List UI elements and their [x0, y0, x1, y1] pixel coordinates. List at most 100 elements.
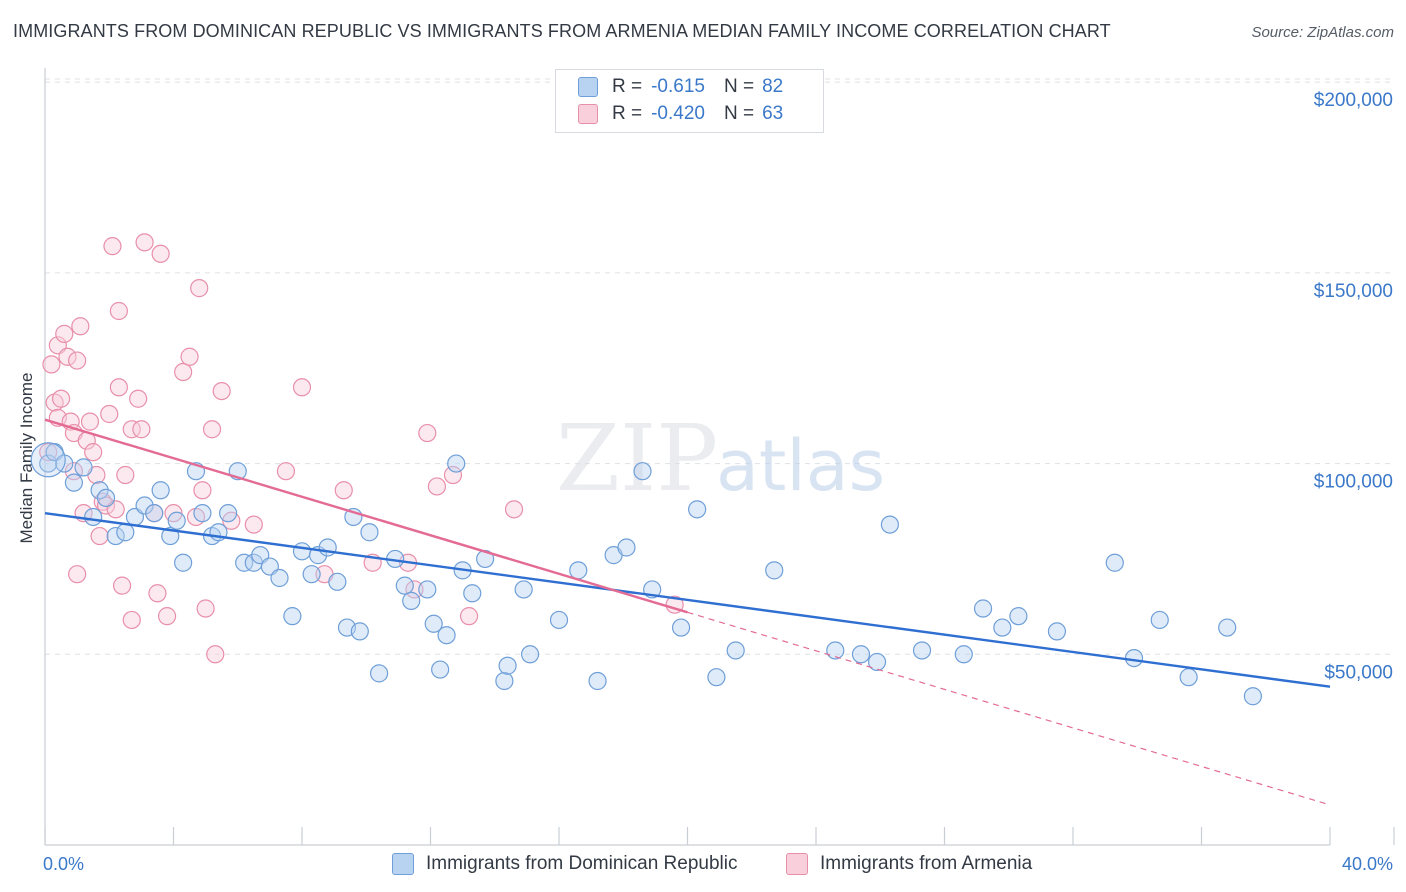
armenia-point	[427, 477, 447, 496]
armenia-point	[418, 423, 437, 443]
armenia-point	[80, 412, 100, 431]
armenia-point	[244, 515, 263, 534]
armenia-point	[206, 645, 225, 664]
dominican-point	[90, 481, 109, 500]
axes	[44, 68, 1395, 846]
dominican-point	[514, 580, 533, 599]
trend-lines	[44, 418, 1331, 806]
armenia-point	[122, 420, 141, 439]
watermark-zip: ZIP	[556, 405, 718, 512]
armenia-point	[96, 496, 116, 515]
dominican-point	[318, 538, 337, 557]
y-tick-label: $150,000	[1314, 281, 1393, 302]
armenia-point	[55, 324, 74, 343]
armenia-point	[193, 481, 212, 500]
dominican-point	[370, 664, 389, 683]
armenia-point	[292, 378, 312, 397]
dominican-point	[30, 442, 66, 478]
armenia-trend-line	[44, 418, 688, 614]
legend-r-value: -0.420	[651, 103, 705, 124]
bottom-legend-label-dominican: Immigrants from Dominican Republic	[426, 853, 738, 874]
armenia-trend-extension	[687, 611, 1331, 806]
armenia-point	[71, 317, 90, 336]
dominican-point	[424, 614, 443, 633]
dominican-point	[1150, 610, 1169, 630]
armenia-point	[504, 500, 524, 519]
dominican-point	[549, 610, 569, 630]
armenia-point	[405, 580, 424, 599]
dominican-point	[219, 504, 238, 523]
armenia-point	[212, 382, 231, 401]
armenia-point	[116, 465, 135, 485]
y-tick-label: $100,000	[1314, 472, 1393, 493]
legend-n-value: 82	[762, 76, 784, 97]
dominican-point	[174, 553, 193, 572]
dominican-point	[437, 626, 456, 645]
bottom-legend-dominican: Immigrants from Dominican Republic	[392, 852, 738, 876]
armenia-point	[157, 607, 177, 626]
dominican-point	[64, 473, 84, 492]
dominican-point	[418, 580, 437, 599]
dominican-point	[96, 488, 116, 507]
dominican-point	[1009, 607, 1028, 626]
dominican-point	[167, 511, 186, 530]
dominican-point	[588, 671, 607, 691]
dominican-point	[851, 645, 871, 664]
legend-swatch-dominican	[578, 77, 598, 97]
dominican-point	[145, 504, 164, 523]
legend-r-label: R =	[612, 103, 643, 124]
dominican-point	[151, 481, 170, 500]
dominican-point	[1124, 648, 1144, 668]
armenia-point	[129, 389, 148, 408]
dominican-points	[30, 442, 1263, 706]
legend-row-armenia: R = -0.420 N = 63	[578, 103, 783, 125]
armenia-point	[103, 237, 122, 256]
dominican-point	[617, 538, 636, 557]
source-credit: Source: ZipAtlas.com	[1251, 24, 1394, 41]
x-tick-label-max: 40.0%	[1342, 854, 1393, 874]
armenia-point	[151, 244, 170, 263]
y-tick-labels: $50,000 $100,000 $150,000 $200,000	[1314, 90, 1393, 683]
legend-n-label: N =	[723, 103, 755, 124]
y-tick-label: $50,000	[1324, 662, 1393, 683]
armenia-point	[190, 279, 209, 298]
dominican-point	[328, 572, 347, 591]
armenia-point	[68, 351, 87, 370]
dominican-point	[135, 496, 154, 515]
dominican-point	[106, 526, 125, 546]
armenia-point	[334, 481, 353, 500]
watermark-atlas: atlas	[716, 425, 885, 507]
x-tick-labels: 0.0% 40.0%	[43, 854, 1393, 874]
bottom-swatch-armenia	[786, 853, 808, 875]
armenia-point	[122, 610, 141, 630]
armenia-point	[148, 584, 167, 603]
dominican-point	[1105, 553, 1124, 572]
dominican-point	[1243, 687, 1263, 706]
dominican-point	[973, 599, 993, 618]
dominican-point	[726, 641, 745, 660]
dominican-point	[495, 671, 514, 691]
dominican-point	[498, 656, 517, 675]
armenia-point	[443, 465, 463, 485]
armenia-point	[132, 420, 151, 439]
dominican-point	[520, 645, 540, 664]
armenia-point	[196, 599, 215, 618]
dominican-point	[395, 576, 414, 595]
dominican-point	[402, 591, 421, 610]
dominican-point	[1047, 622, 1067, 641]
armenia-point	[84, 443, 103, 462]
dominican-point	[912, 641, 932, 660]
armenia-point	[58, 347, 77, 366]
y-tick-label: $200,000	[1314, 90, 1393, 111]
dominican-point	[569, 561, 588, 580]
dominican-point	[283, 607, 302, 626]
dominican-point	[270, 568, 289, 588]
dominican-point	[765, 561, 784, 580]
legend-n-value: 63	[762, 103, 784, 124]
armenia-point	[90, 526, 109, 546]
dominican-point	[431, 660, 450, 679]
dominican-point	[447, 454, 466, 473]
correlation-legend: R = -0.615 N = 82 R = -0.420 N = 63	[555, 69, 824, 133]
dominican-trend-line	[44, 511, 1331, 688]
